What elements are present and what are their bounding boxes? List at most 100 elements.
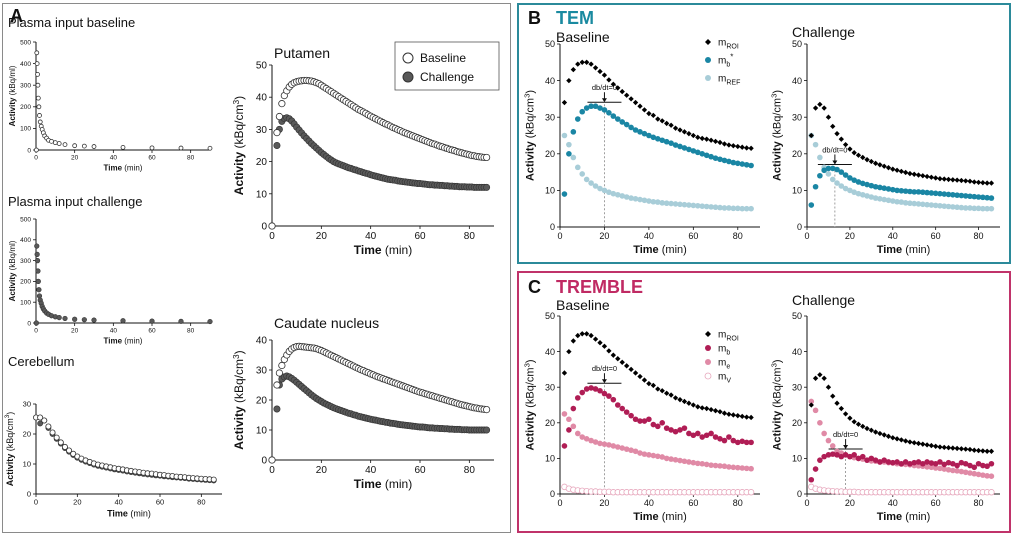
data-point (654, 135, 661, 142)
panel-c-tremble (517, 271, 1011, 533)
data-point (902, 188, 909, 194)
data-point (592, 336, 599, 342)
data-point (859, 453, 866, 460)
data-point (830, 393, 836, 399)
data-point (628, 195, 634, 201)
x-tick-label: 40 (114, 498, 122, 507)
data-point (664, 120, 670, 127)
data-point (579, 171, 586, 177)
data-point (924, 189, 930, 196)
panel-a (2, 3, 511, 533)
y-tick-label: 20 (792, 149, 802, 159)
data-point (717, 204, 723, 211)
data-point (34, 258, 41, 264)
data-point (881, 196, 887, 203)
data-point (941, 203, 948, 209)
data-point (851, 177, 857, 183)
data-point (748, 439, 754, 446)
data-point (885, 459, 892, 465)
data-point (937, 459, 943, 465)
data-point (721, 157, 728, 164)
data-point (579, 59, 585, 65)
data-point (958, 468, 965, 475)
data-point (570, 66, 576, 73)
data-point (637, 373, 643, 380)
data-point (834, 400, 840, 406)
y-tick-label: 10 (256, 426, 268, 437)
data-point (597, 387, 603, 394)
x-tick-label: 20 (599, 231, 609, 241)
y-tick-label: 0 (797, 489, 802, 499)
data-point (619, 405, 626, 412)
data-point (881, 185, 887, 192)
y-tick-label: 20 (545, 418, 555, 428)
data-point (699, 434, 706, 440)
data-point (950, 177, 956, 183)
data-point (963, 446, 969, 452)
data-point (945, 445, 952, 451)
data-point (650, 452, 657, 459)
data-point (941, 191, 948, 197)
data-point (890, 435, 896, 441)
data-point (928, 442, 935, 449)
y-tick-label: 10 (545, 454, 555, 464)
data-point (834, 166, 840, 173)
series-mb (808, 451, 995, 483)
y-axis-label: Activity (kBq/cm3) (231, 96, 246, 195)
data-point (721, 437, 728, 444)
data-point (821, 167, 827, 174)
data-point (654, 423, 661, 430)
data-point (588, 332, 594, 339)
series-challenge (33, 243, 213, 326)
data-point (91, 144, 97, 149)
data-point (178, 145, 184, 151)
data-point (988, 473, 995, 480)
data-point (37, 420, 44, 427)
data-point (606, 442, 612, 448)
data-point (902, 200, 909, 206)
data-point (812, 407, 819, 414)
data-point (743, 205, 750, 212)
data-point (703, 461, 710, 468)
data-point (851, 419, 857, 425)
data-point (730, 464, 737, 471)
data-point (825, 452, 832, 458)
x-tick-label: 60 (931, 231, 941, 241)
data-point (37, 414, 44, 421)
data-point (817, 101, 823, 108)
data-point (894, 459, 900, 465)
data-point (975, 447, 982, 454)
data-point (855, 421, 862, 427)
data-point (808, 402, 814, 408)
data-point (971, 470, 978, 477)
data-point (120, 145, 126, 150)
data-point (703, 203, 710, 210)
data-point (632, 127, 639, 133)
data-point (62, 315, 68, 322)
data-point (817, 457, 823, 463)
data-point (980, 194, 986, 201)
legend-label: Baseline (420, 51, 466, 65)
x-axis-label: Time (min) (633, 511, 687, 523)
data-point (628, 124, 634, 131)
data-point (579, 389, 586, 396)
data-point (641, 377, 648, 383)
data-point (570, 405, 577, 412)
data-point (56, 314, 62, 321)
data-point (911, 171, 917, 177)
data-point (36, 104, 42, 110)
data-point (646, 110, 652, 117)
data-point (937, 176, 943, 182)
data-point (561, 443, 568, 449)
data-point (907, 439, 913, 445)
x-tick-label: 60 (414, 231, 426, 242)
data-point (920, 189, 926, 196)
chart-putamen: Putamen 0 20 40 60 80 0 10 20 30 40 50 Time (min) Act… (231, 41, 500, 257)
annotation-arrow-head (601, 98, 607, 103)
data-point (624, 92, 630, 98)
y-tick-label: 20 (256, 157, 268, 168)
data-point (712, 204, 719, 211)
data-point (34, 50, 40, 56)
data-point (483, 183, 491, 191)
data-point (971, 464, 978, 471)
